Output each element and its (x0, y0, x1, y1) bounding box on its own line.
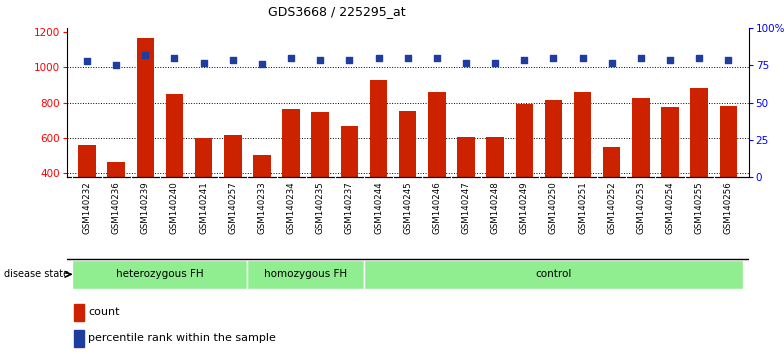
Point (634, 55, 647, 61)
FancyBboxPatch shape (248, 260, 364, 289)
Text: GSM140247: GSM140247 (462, 181, 470, 234)
Bar (545, 101, 562, 177)
Bar (691, 88, 708, 177)
Point (227, 57, 239, 62)
Text: homozygous FH: homozygous FH (264, 269, 347, 279)
Bar (282, 109, 299, 177)
Point (459, 60, 472, 65)
Point (110, 63, 122, 68)
Point (693, 55, 706, 61)
Point (489, 60, 502, 65)
Bar (253, 155, 270, 177)
Text: percentile rank within the sample: percentile rank within the sample (88, 333, 276, 343)
Bar (632, 98, 650, 177)
Bar (486, 137, 504, 177)
Point (285, 55, 297, 61)
Point (256, 61, 268, 67)
Text: GSM140250: GSM140250 (549, 181, 558, 234)
Bar (574, 92, 591, 177)
Point (664, 57, 677, 62)
Bar (428, 92, 445, 177)
Text: GSM140257: GSM140257 (228, 181, 238, 234)
Bar (340, 126, 358, 177)
Bar (457, 137, 475, 177)
Text: control: control (535, 269, 572, 279)
Text: GSM140237: GSM140237 (345, 181, 354, 234)
Text: GSM140255: GSM140255 (695, 181, 704, 234)
Bar (720, 106, 737, 177)
Point (81, 58, 93, 64)
Text: GSM140248: GSM140248 (491, 181, 499, 234)
Text: GSM140252: GSM140252 (608, 181, 616, 234)
Point (401, 55, 414, 61)
Point (518, 57, 531, 62)
Bar (516, 104, 533, 177)
FancyBboxPatch shape (72, 260, 248, 289)
Text: GSM140234: GSM140234 (287, 181, 296, 234)
Text: disease state: disease state (4, 269, 69, 279)
Bar (224, 135, 241, 177)
Text: GSM140253: GSM140253 (637, 181, 645, 234)
Text: GSM140251: GSM140251 (578, 181, 587, 234)
Text: GSM140249: GSM140249 (520, 181, 528, 234)
Bar (165, 94, 183, 177)
Text: GSM140246: GSM140246 (432, 181, 441, 234)
Point (139, 52, 151, 58)
Text: GSM140254: GSM140254 (666, 181, 674, 234)
Bar (74, 330, 85, 347)
Point (547, 55, 560, 61)
Point (430, 55, 443, 61)
Text: GSM140240: GSM140240 (170, 181, 179, 234)
Bar (603, 147, 620, 177)
Bar (311, 112, 329, 177)
Text: heterozygous FH: heterozygous FH (116, 269, 204, 279)
Point (605, 60, 618, 65)
Text: count: count (88, 308, 120, 318)
Bar (661, 107, 679, 177)
Text: GSM140235: GSM140235 (316, 181, 325, 234)
Bar (136, 38, 154, 177)
Bar (74, 304, 85, 321)
Text: GSM140245: GSM140245 (403, 181, 412, 234)
Point (169, 55, 181, 61)
Text: GSM140241: GSM140241 (199, 181, 208, 234)
Text: GSM140256: GSM140256 (724, 181, 733, 234)
Text: GSM140239: GSM140239 (141, 181, 150, 234)
Point (722, 57, 735, 62)
Point (343, 57, 356, 62)
Text: GDS3668 / 225295_at: GDS3668 / 225295_at (268, 5, 406, 18)
Point (576, 55, 589, 61)
Point (198, 60, 210, 65)
Bar (78, 145, 96, 177)
Text: GSM140233: GSM140233 (257, 181, 267, 234)
Bar (107, 161, 125, 177)
FancyBboxPatch shape (364, 260, 743, 289)
Text: GSM140244: GSM140244 (374, 181, 383, 234)
Point (314, 57, 326, 62)
Bar (370, 80, 387, 177)
Text: GSM140232: GSM140232 (82, 181, 92, 234)
Point (372, 55, 385, 61)
Text: GSM140236: GSM140236 (111, 181, 121, 234)
Bar (195, 138, 212, 177)
Bar (399, 110, 416, 177)
